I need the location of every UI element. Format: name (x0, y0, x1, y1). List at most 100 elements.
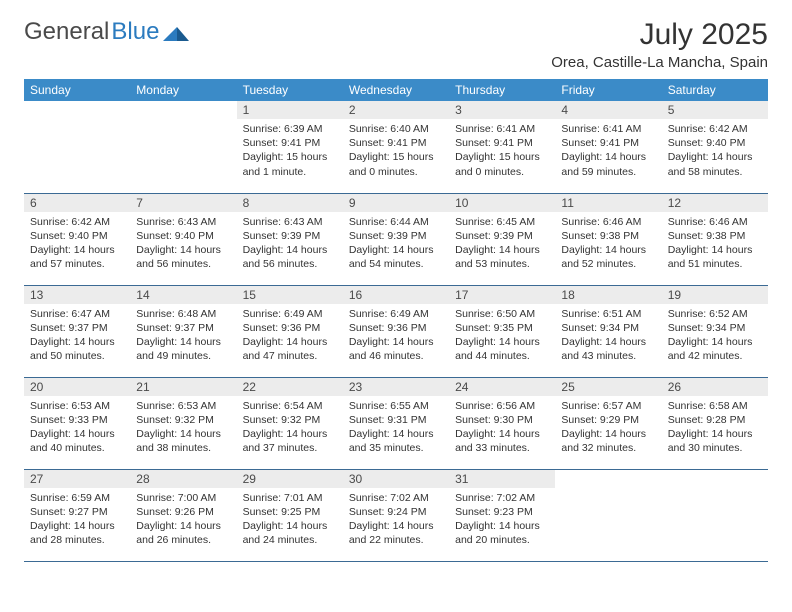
day-number: 1 (237, 101, 343, 119)
sunset-line: Sunset: 9:41 PM (455, 136, 549, 150)
daylight-line: Daylight: 14 hours and 57 minutes. (30, 243, 124, 271)
sunset-line: Sunset: 9:28 PM (668, 413, 762, 427)
sunset-line: Sunset: 9:33 PM (30, 413, 124, 427)
sunrise-line: Sunrise: 6:49 AM (349, 307, 443, 321)
day-details: Sunrise: 6:54 AMSunset: 9:32 PMDaylight:… (237, 396, 343, 460)
sunrise-line: Sunrise: 6:48 AM (136, 307, 230, 321)
sunset-line: Sunset: 9:37 PM (136, 321, 230, 335)
day-details: Sunrise: 6:55 AMSunset: 9:31 PMDaylight:… (343, 396, 449, 460)
sunrise-line: Sunrise: 6:42 AM (668, 122, 762, 136)
calendar-cell: 3Sunrise: 6:41 AMSunset: 9:41 PMDaylight… (449, 101, 555, 193)
calendar-week-row: 27Sunrise: 6:59 AMSunset: 9:27 PMDayligh… (24, 469, 768, 561)
daylight-line: Daylight: 14 hours and 46 minutes. (349, 335, 443, 363)
sunset-line: Sunset: 9:35 PM (455, 321, 549, 335)
day-details: Sunrise: 6:41 AMSunset: 9:41 PMDaylight:… (555, 119, 661, 183)
day-details: Sunrise: 6:43 AMSunset: 9:40 PMDaylight:… (130, 212, 236, 276)
day-number: 7 (130, 194, 236, 212)
day-details: Sunrise: 6:41 AMSunset: 9:41 PMDaylight:… (449, 119, 555, 183)
daylight-line: Daylight: 14 hours and 51 minutes. (668, 243, 762, 271)
day-number: 12 (662, 194, 768, 212)
sunset-line: Sunset: 9:25 PM (243, 505, 337, 519)
day-number: 16 (343, 286, 449, 304)
day-details: Sunrise: 6:42 AMSunset: 9:40 PMDaylight:… (24, 212, 130, 276)
calendar-cell: 18Sunrise: 6:51 AMSunset: 9:34 PMDayligh… (555, 285, 661, 377)
day-number (24, 101, 130, 119)
calendar-cell: 13Sunrise: 6:47 AMSunset: 9:37 PMDayligh… (24, 285, 130, 377)
sunset-line: Sunset: 9:23 PM (455, 505, 549, 519)
calendar-cell: 10Sunrise: 6:45 AMSunset: 9:39 PMDayligh… (449, 193, 555, 285)
calendar-cell: 27Sunrise: 6:59 AMSunset: 9:27 PMDayligh… (24, 469, 130, 561)
sunrise-line: Sunrise: 6:41 AM (561, 122, 655, 136)
sunrise-line: Sunrise: 7:01 AM (243, 491, 337, 505)
calendar-cell: 16Sunrise: 6:49 AMSunset: 9:36 PMDayligh… (343, 285, 449, 377)
calendar-cell: 2Sunrise: 6:40 AMSunset: 9:41 PMDaylight… (343, 101, 449, 193)
day-number: 25 (555, 378, 661, 396)
sunset-line: Sunset: 9:24 PM (349, 505, 443, 519)
day-number: 15 (237, 286, 343, 304)
header-row: GeneralBlue July 2025 Orea, Castille-La … (24, 18, 768, 71)
calendar-week-row: 1Sunrise: 6:39 AMSunset: 9:41 PMDaylight… (24, 101, 768, 193)
calendar-cell: 7Sunrise: 6:43 AMSunset: 9:40 PMDaylight… (130, 193, 236, 285)
calendar-cell: 29Sunrise: 7:01 AMSunset: 9:25 PMDayligh… (237, 469, 343, 561)
sunrise-line: Sunrise: 7:00 AM (136, 491, 230, 505)
daylight-line: Daylight: 14 hours and 47 minutes. (243, 335, 337, 363)
calendar-cell: 30Sunrise: 7:02 AMSunset: 9:24 PMDayligh… (343, 469, 449, 561)
calendar-cell: 22Sunrise: 6:54 AMSunset: 9:32 PMDayligh… (237, 377, 343, 469)
calendar-head: SundayMondayTuesdayWednesdayThursdayFrid… (24, 79, 768, 101)
calendar-cell: 31Sunrise: 7:02 AMSunset: 9:23 PMDayligh… (449, 469, 555, 561)
calendar-cell (555, 469, 661, 561)
sunrise-line: Sunrise: 6:47 AM (30, 307, 124, 321)
daylight-line: Daylight: 14 hours and 35 minutes. (349, 427, 443, 455)
sunrise-line: Sunrise: 6:53 AM (136, 399, 230, 413)
sunset-line: Sunset: 9:38 PM (668, 229, 762, 243)
calendar-cell: 21Sunrise: 6:53 AMSunset: 9:32 PMDayligh… (130, 377, 236, 469)
day-details: Sunrise: 6:49 AMSunset: 9:36 PMDaylight:… (343, 304, 449, 368)
sunset-line: Sunset: 9:39 PM (455, 229, 549, 243)
sunrise-line: Sunrise: 6:54 AM (243, 399, 337, 413)
sunset-line: Sunset: 9:34 PM (561, 321, 655, 335)
sunset-line: Sunset: 9:32 PM (136, 413, 230, 427)
calendar-cell (24, 101, 130, 193)
day-header: Wednesday (343, 79, 449, 101)
day-number (662, 470, 768, 488)
daylight-line: Daylight: 14 hours and 26 minutes. (136, 519, 230, 547)
sunset-line: Sunset: 9:32 PM (243, 413, 337, 427)
day-number: 20 (24, 378, 130, 396)
calendar-cell (662, 469, 768, 561)
day-header-row: SundayMondayTuesdayWednesdayThursdayFrid… (24, 79, 768, 101)
logo: GeneralBlue (24, 18, 189, 46)
sunrise-line: Sunrise: 6:53 AM (30, 399, 124, 413)
day-details: Sunrise: 6:58 AMSunset: 9:28 PMDaylight:… (662, 396, 768, 460)
sunrise-line: Sunrise: 6:50 AM (455, 307, 549, 321)
daylight-line: Daylight: 14 hours and 53 minutes. (455, 243, 549, 271)
calendar-cell: 11Sunrise: 6:46 AMSunset: 9:38 PMDayligh… (555, 193, 661, 285)
sunrise-line: Sunrise: 6:45 AM (455, 215, 549, 229)
sunrise-line: Sunrise: 6:42 AM (30, 215, 124, 229)
day-header: Sunday (24, 79, 130, 101)
day-number: 24 (449, 378, 555, 396)
day-details: Sunrise: 6:51 AMSunset: 9:34 PMDaylight:… (555, 304, 661, 368)
day-details: Sunrise: 6:48 AMSunset: 9:37 PMDaylight:… (130, 304, 236, 368)
logo-triangle-icon (163, 23, 189, 41)
day-number: 19 (662, 286, 768, 304)
day-number: 8 (237, 194, 343, 212)
daylight-line: Daylight: 14 hours and 49 minutes. (136, 335, 230, 363)
daylight-line: Daylight: 15 hours and 0 minutes. (349, 150, 443, 178)
calendar-cell: 24Sunrise: 6:56 AMSunset: 9:30 PMDayligh… (449, 377, 555, 469)
sunrise-line: Sunrise: 6:59 AM (30, 491, 124, 505)
sunset-line: Sunset: 9:36 PM (349, 321, 443, 335)
sunset-line: Sunset: 9:38 PM (561, 229, 655, 243)
logo-text-2: Blue (111, 18, 159, 46)
day-number: 3 (449, 101, 555, 119)
daylight-line: Daylight: 14 hours and 30 minutes. (668, 427, 762, 455)
day-number: 14 (130, 286, 236, 304)
sunset-line: Sunset: 9:29 PM (561, 413, 655, 427)
calendar-page: GeneralBlue July 2025 Orea, Castille-La … (0, 0, 792, 580)
calendar-cell: 19Sunrise: 6:52 AMSunset: 9:34 PMDayligh… (662, 285, 768, 377)
day-details: Sunrise: 6:39 AMSunset: 9:41 PMDaylight:… (237, 119, 343, 183)
day-number: 13 (24, 286, 130, 304)
day-number: 23 (343, 378, 449, 396)
day-number: 27 (24, 470, 130, 488)
day-header: Tuesday (237, 79, 343, 101)
sunset-line: Sunset: 9:41 PM (349, 136, 443, 150)
